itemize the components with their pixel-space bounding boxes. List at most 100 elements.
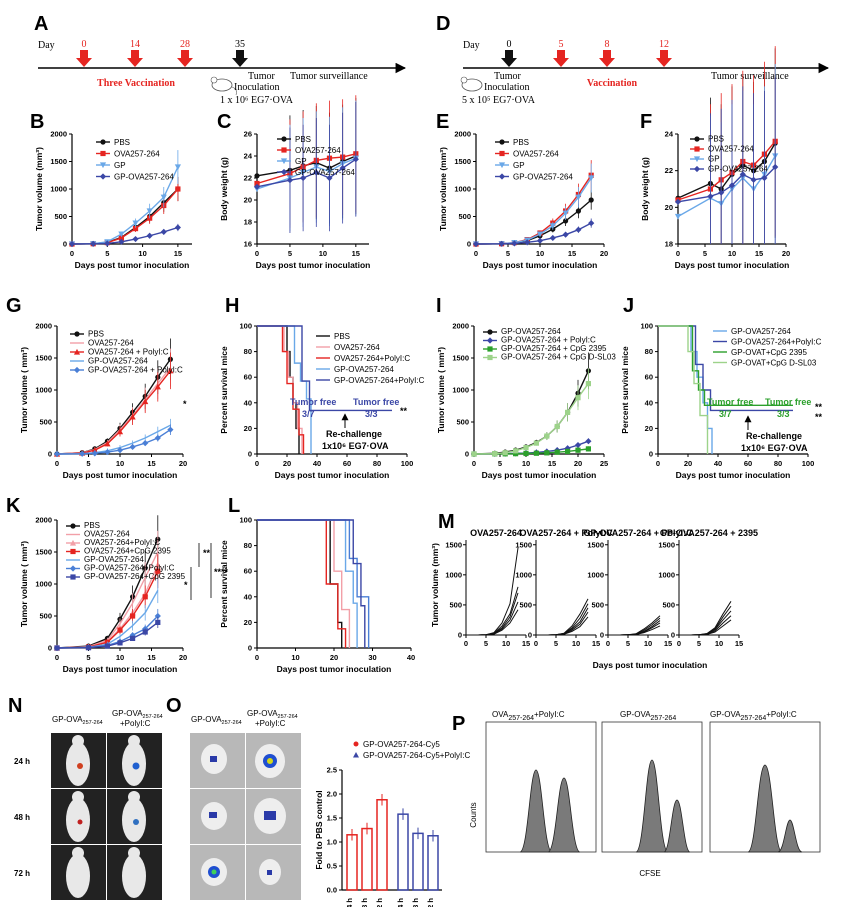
survival-curve (257, 519, 370, 648)
panel-label: K (6, 495, 21, 517)
legend-label: OVA257-264 + PolyI:C (88, 347, 169, 356)
data-point (487, 346, 493, 352)
rechallenge-label: Re-challenge (746, 431, 802, 441)
data-point (674, 213, 682, 220)
y-tick-label: 24 (665, 130, 674, 139)
data-point (554, 423, 560, 430)
x-tick-label: 40 (313, 459, 321, 468)
y-axis-label: Counts (469, 802, 478, 827)
data-point (498, 173, 506, 180)
series-line (71, 188, 179, 245)
cfse-peak (663, 799, 691, 853)
individual-curve (536, 607, 589, 636)
data-point (104, 440, 111, 447)
data-point (588, 197, 594, 203)
y-tick-label: 1500 (587, 540, 604, 549)
data-point (281, 147, 287, 153)
x-axis-label: CFSE (639, 869, 660, 878)
x-tick-label: 5 (105, 249, 109, 258)
data-point (99, 162, 107, 169)
data-point (575, 447, 581, 453)
x-tick-label: 0 (472, 459, 476, 468)
y-tick-label: 0 (248, 450, 252, 459)
y-tick-label: 2000 (35, 322, 52, 331)
survival-curve (658, 325, 793, 407)
data-point (154, 434, 161, 442)
y-tick-label: 0 (63, 240, 67, 249)
x-tick-label: 100 (802, 459, 815, 468)
y-tick-label: 60 (244, 373, 252, 382)
x-tick-label: 20 (179, 459, 187, 468)
data-point (498, 162, 506, 169)
data-point (575, 208, 582, 214)
y-tick-label: 0.5 (327, 862, 337, 871)
x-tick-label: 0 (55, 459, 59, 468)
data-point (142, 440, 149, 447)
row-label: 24 h (14, 757, 30, 766)
data-point (74, 331, 80, 337)
y-axis-label: Tumor volume (mm³) (34, 147, 44, 231)
data-point (91, 447, 98, 453)
panel-label: H (225, 295, 239, 317)
data-point (155, 619, 161, 625)
legend-label: OVA257-264 (114, 150, 160, 159)
fluorescence-signal (77, 819, 83, 825)
x-tick-label: 5 (86, 653, 90, 662)
x-tick-label: 100 (401, 459, 414, 468)
cfse-peak (747, 764, 783, 853)
data-point (53, 450, 61, 458)
x-tick-label: 60 (343, 459, 351, 468)
small-multiple: GP-OVA257-264 + 2395 0 500 1000 1500 0 5 10 15 (658, 528, 758, 648)
panel-label: J (623, 295, 634, 317)
data-point (674, 198, 682, 205)
tumor-free-label: Tumor free (707, 397, 753, 407)
x-tick-label: 5 (703, 249, 707, 258)
y-tick-label: 20 (645, 424, 653, 433)
panel-n: N GP-OVA257-264 GP-OVA257-264 +PolyI:C 24 (8, 695, 163, 900)
chart-o-bar: 0.0 0.5 1.0 1.5 2.0 2.5 Fold to PBS control 24 … (314, 740, 470, 907)
data-point (513, 451, 519, 457)
series-gp-ovat-cpg-2395 (658, 325, 793, 407)
x-axis-label: Days post tumor inoculation (63, 664, 178, 674)
data-point (523, 450, 529, 457)
series-ova257-264-polyi-c (257, 325, 305, 454)
data-point (471, 451, 477, 457)
column-title: GP-OVA257-264 (52, 715, 103, 726)
panel-g-annot: * (183, 399, 187, 409)
bar (376, 799, 388, 891)
data-point (154, 383, 161, 390)
x-tick-label: 5 (554, 639, 558, 648)
data-point (694, 146, 700, 152)
data-point (254, 173, 260, 179)
individual-curve (466, 601, 519, 636)
y-tick-label: 0 (48, 644, 52, 653)
y-tick-label: 1500 (515, 540, 532, 549)
y-axis-label: Tumor volume (mm³) (430, 543, 440, 627)
x-tick-label: 10 (502, 639, 510, 648)
data-point (585, 438, 592, 445)
bar (361, 827, 373, 891)
y-tick-label: 1000 (452, 386, 469, 395)
x-tick-label: 24 h (345, 898, 354, 907)
panel-label: O (166, 695, 182, 717)
y-tick-label: 500 (456, 418, 469, 427)
data-point (588, 220, 595, 227)
chart-l: L 0 20 40 60 80 100 0 10 20 30 40 Days post tumor in… (219, 495, 415, 674)
legend-label: GP (708, 155, 720, 164)
data-point (352, 156, 359, 163)
x-tick-label: 10 (572, 639, 580, 648)
y-tick-label: 0 (248, 644, 252, 653)
series-gp-ova257-264-cpg-d-sl03 (471, 368, 591, 457)
data-point (100, 139, 106, 145)
y-tick-label: 60 (244, 567, 252, 576)
y-tick-label: 22 (665, 166, 673, 175)
legend-label: GP-OVA257-264 (88, 356, 148, 365)
histograms (519, 759, 803, 853)
individual-curve (608, 615, 661, 636)
vaccination-label: Three Vaccination (97, 78, 175, 89)
x-axis-label: Days post tumor inoculation (275, 470, 390, 480)
